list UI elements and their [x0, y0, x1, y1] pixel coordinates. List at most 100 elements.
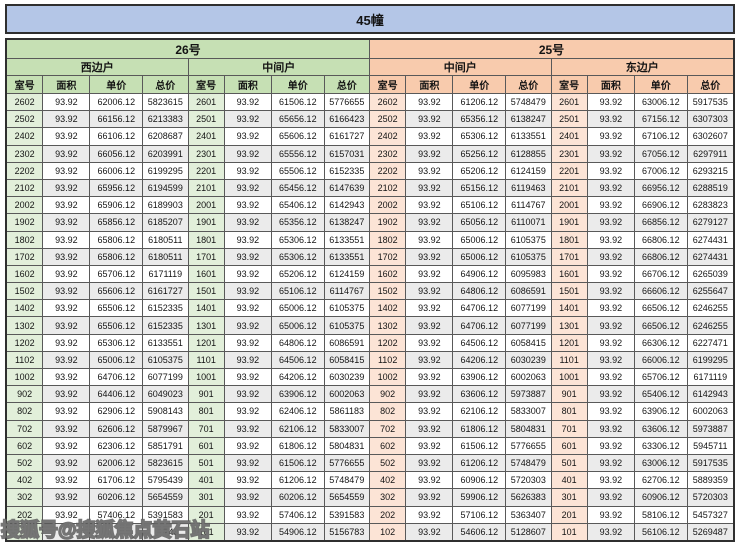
cell-area: 93.92 — [406, 111, 454, 129]
cell-unit-price: 61206.12 — [453, 454, 507, 473]
cell-unit-price: 54906.12 — [271, 523, 325, 540]
cell-room: 2001 — [551, 197, 588, 215]
cell-area: 93.92 — [406, 523, 454, 540]
cell-unit-price: 66956.12 — [634, 179, 688, 198]
section-header-row: 26号 25号 — [7, 40, 733, 59]
cell-unit-price: 60906.12 — [634, 489, 688, 507]
cell-total-price: 6105375 — [506, 248, 552, 266]
cell-room: 1101 — [551, 351, 588, 369]
cell-room: 2002 — [7, 197, 44, 215]
col-header-0-0-3: 总价 — [143, 76, 189, 94]
table-row: 2502 93.92 66156.12 6213383 2501 93.92 65656.1… — [7, 111, 733, 129]
cell-total-price: 5720303 — [687, 489, 733, 507]
cell-total-price: 6288519 — [687, 179, 733, 198]
table-row: 1102 93.92 65006.12 6105375 1101 93.92 64506.1… — [7, 351, 733, 369]
col-header-1-0-2: 单价 — [453, 76, 507, 94]
cell-total-price: 6124159 — [324, 265, 370, 284]
cell-area: 93.92 — [43, 300, 91, 318]
col-header-0-1-1: 面积 — [224, 76, 272, 94]
cell-total-price: 5973887 — [687, 420, 733, 438]
cell-unit-price: 63606.12 — [634, 420, 688, 438]
cell-total-price: 5391583 — [143, 506, 189, 524]
cell-area: 93.92 — [587, 472, 635, 490]
cell-room: 1302 — [370, 317, 407, 335]
cell-unit-price: 61706.12 — [90, 472, 144, 490]
cell-unit-price — [90, 523, 144, 540]
cell-area: 93.92 — [224, 351, 272, 369]
group-label-0-0: 西边户 — [7, 59, 189, 76]
cell-area: 93.92 — [43, 111, 91, 129]
cell-total-price: 5945711 — [687, 437, 733, 455]
cell-room: 2202 — [7, 162, 44, 180]
cell-unit-price: 65006.12 — [271, 317, 325, 335]
cell-unit-price: 60206.12 — [271, 489, 325, 507]
cell-unit-price: 65456.12 — [271, 179, 325, 198]
cell-area: 93.92 — [406, 386, 454, 404]
cell-room: 602 — [370, 437, 407, 455]
cell-unit-price: 62106.12 — [271, 420, 325, 438]
cell-unit-price: 63006.12 — [634, 94, 688, 112]
cell-room: 2001 — [188, 197, 225, 215]
cell-unit-price: 62106.12 — [453, 403, 507, 421]
cell-area: 93.92 — [587, 386, 635, 404]
col-header-0-1-2: 单价 — [271, 76, 325, 94]
cell-area: 93.92 — [587, 145, 635, 163]
cell-total-price: 6114767 — [324, 283, 370, 301]
cell-area: 93.92 — [587, 300, 635, 318]
cell-area: 93.92 — [224, 197, 272, 215]
cell-room: 2301 — [188, 145, 225, 163]
cell-area: 93.92 — [587, 403, 635, 421]
cell-area: 93.92 — [224, 145, 272, 163]
cell-total-price: 5391583 — [324, 506, 370, 524]
cell-room: 2501 — [188, 111, 225, 129]
cell-room: 402 — [370, 472, 407, 490]
cell-area: 93.92 — [224, 506, 272, 524]
cell-unit-price: 64206.12 — [271, 369, 325, 387]
cell-total-price: 6133551 — [143, 334, 189, 352]
column-header-row: 室号 面积 单价 总价 室号 面积 单价 总价 室号 面积 单价 总价 室号 面积 单价 总价 — [7, 76, 733, 94]
cell-area: 93.92 — [43, 179, 91, 198]
cell-total-price: 5917535 — [687, 94, 733, 112]
cell-area: 93.92 — [587, 197, 635, 215]
table-row: 2002 93.92 65906.12 6189903 2001 93.92 65406.1… — [7, 197, 733, 215]
col-header-1-1-3: 总价 — [687, 76, 733, 94]
cell-total-price: 6203991 — [143, 145, 189, 163]
table-row: 302 93.92 60206.12 5654559 301 93.92 60206.12 5… — [7, 489, 733, 507]
cell-area: 93.92 — [406, 265, 454, 284]
cell-room: 1702 — [7, 248, 44, 266]
cell-total-price: 5626383 — [506, 489, 552, 507]
cell-unit-price: 65256.12 — [453, 145, 507, 163]
cell-room: 201 — [188, 506, 225, 524]
cell-unit-price: 60206.12 — [90, 489, 144, 507]
cell-room: 2302 — [7, 145, 44, 163]
cell-room: 2502 — [7, 111, 44, 129]
cell-total-price: 6077199 — [506, 300, 552, 318]
cell-unit-price: 66056.12 — [90, 145, 144, 163]
cell-total-price: 6002063 — [324, 386, 370, 404]
cell-unit-price: 66506.12 — [634, 317, 688, 335]
cell-total-price: 5795439 — [143, 472, 189, 490]
cell-area: 93.92 — [406, 489, 454, 507]
cell-unit-price: 65306.12 — [453, 128, 507, 146]
cell-room: 701 — [551, 420, 588, 438]
cell-unit-price: 63006.12 — [634, 454, 688, 473]
cell-total-price: 6133551 — [324, 231, 370, 249]
cell-total-price: 5833007 — [506, 403, 552, 421]
table-row: 802 93.92 62906.12 5908143 801 93.92 62406.12 5… — [7, 403, 733, 421]
cell-total-price: 6208687 — [143, 128, 189, 146]
cell-room: 2402 — [370, 128, 407, 146]
cell-room: 2302 — [370, 145, 407, 163]
cell-unit-price: 64706.12 — [90, 369, 144, 387]
cell-area: 93.92 — [43, 351, 91, 369]
cell-room: 1401 — [188, 300, 225, 318]
cell-unit-price: 66506.12 — [634, 300, 688, 318]
cell-total-price: 6293215 — [687, 162, 733, 180]
cell-area: 93.92 — [587, 179, 635, 198]
cell-room: 1101 — [188, 351, 225, 369]
cell-area: 93.92 — [224, 317, 272, 335]
cell-area: 93.92 — [224, 437, 272, 455]
cell-total-price: 6119463 — [506, 179, 552, 198]
cell-total-price: 6307303 — [687, 111, 733, 129]
cell-total-price: 6142943 — [687, 386, 733, 404]
cell-room: 1601 — [551, 265, 588, 284]
